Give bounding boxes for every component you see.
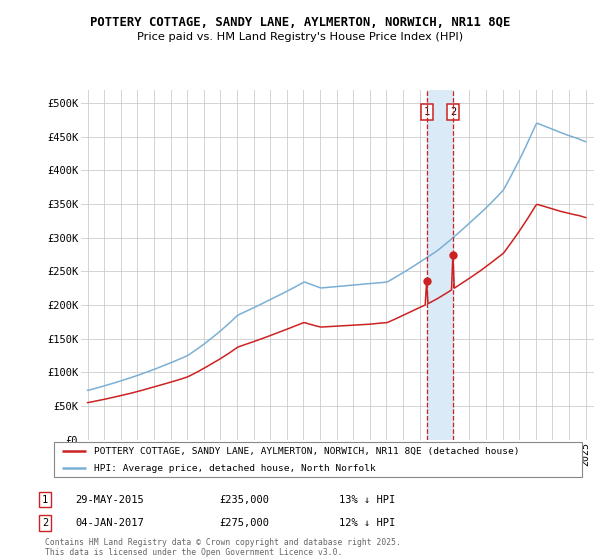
Text: 04-JAN-2017: 04-JAN-2017	[75, 518, 144, 528]
Text: Contains HM Land Registry data © Crown copyright and database right 2025.
This d: Contains HM Land Registry data © Crown c…	[45, 538, 401, 557]
Text: 2: 2	[450, 108, 456, 118]
Text: £275,000: £275,000	[219, 518, 269, 528]
Text: 29-MAY-2015: 29-MAY-2015	[75, 494, 144, 505]
Text: POTTERY COTTAGE, SANDY LANE, AYLMERTON, NORWICH, NR11 8QE (detached house): POTTERY COTTAGE, SANDY LANE, AYLMERTON, …	[94, 446, 519, 456]
Text: 2: 2	[42, 518, 48, 528]
Bar	[427, 90, 453, 440]
FancyBboxPatch shape	[54, 442, 582, 477]
Text: £235,000: £235,000	[219, 494, 269, 505]
Text: 1: 1	[42, 494, 48, 505]
Text: Price paid vs. HM Land Registry's House Price Index (HPI): Price paid vs. HM Land Registry's House …	[137, 32, 463, 43]
Text: 12% ↓ HPI: 12% ↓ HPI	[339, 518, 395, 528]
Text: 13% ↓ HPI: 13% ↓ HPI	[339, 494, 395, 505]
Text: HPI: Average price, detached house, North Norfolk: HPI: Average price, detached house, Nort…	[94, 464, 376, 473]
Text: POTTERY COTTAGE, SANDY LANE, AYLMERTON, NORWICH, NR11 8QE: POTTERY COTTAGE, SANDY LANE, AYLMERTON, …	[90, 16, 510, 29]
Text: 1: 1	[424, 108, 430, 118]
